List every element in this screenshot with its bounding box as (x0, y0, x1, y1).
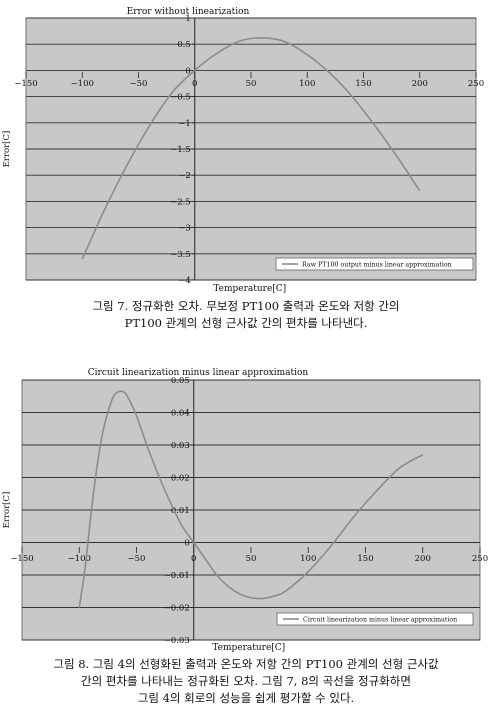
y-tick-label: 0 (184, 539, 189, 549)
y-tick-label: 0 (185, 66, 190, 76)
x-tick-label: 0 (191, 554, 196, 564)
chart-circuit-linearization-error: −150 −100 −50 0 50 100 150 200 250 0.05 0.04 0.03 0.… (2, 368, 488, 653)
x-tick-label: −50 (130, 79, 148, 89)
y-axis-label: Error[C] (2, 492, 12, 529)
y-tick-label: −3 (178, 224, 191, 234)
legend-label: Raw PT100 output minus linear approximat… (302, 262, 452, 269)
x-tick-label: 50 (246, 79, 257, 89)
x-tick-label: −150 (10, 554, 33, 564)
x-tick-label: 0 (192, 79, 197, 89)
y-tick-label: 0.04 (171, 409, 190, 419)
figure-8-caption: 그림 8. 그림 4의 선형화된 출력과 온도와 저항 간의 PT100 관계의… (0, 656, 492, 707)
x-tick-label: 150 (355, 79, 371, 89)
y-axis-label: Error[C] (2, 131, 12, 168)
x-tick-label: −100 (68, 554, 91, 564)
x-tick-label: 200 (412, 79, 428, 89)
x-tick-label: 250 (468, 79, 484, 89)
chart-title: Error without linearization (127, 7, 250, 17)
x-axis-label: Temperature[C] (212, 643, 285, 653)
y-tick-label: −0.03 (164, 636, 190, 646)
x-tick-label: 250 (472, 554, 488, 564)
legend-box (275, 257, 474, 271)
caption-line: 그림 8. 그림 4의 선형화된 출력과 온도와 저항 간의 PT100 관계의… (53, 657, 439, 671)
y-tick-label: −2.5 (170, 197, 191, 207)
y-tick-label: 0.02 (171, 474, 190, 484)
y-tick-label: 0.5 (177, 40, 191, 50)
y-tick-label: −1.5 (170, 145, 191, 155)
x-tick-label: 200 (415, 554, 431, 564)
caption-line: 간의 편차를 나타내는 정규화된 오차. 그림 7, 8의 곡선을 정규화하면 (81, 674, 411, 688)
y-tick-label: −0.02 (164, 604, 190, 614)
y-tick-label: 1 (185, 14, 190, 24)
figure-7-caption: 그림 7. 정규화한 오차. 무보정 PT100 출력과 온도와 저항 간의 P… (0, 298, 492, 332)
legend-box (276, 612, 474, 626)
series-line (81, 37, 421, 260)
legend-label: Circuit linearization minus linear appro… (303, 617, 457, 624)
figure-7: −150 −100 −50 0 50 100 150 200 250 1 0.5 0 −0.5 −1 −1.… (0, 0, 492, 340)
x-axis-label: Temperature[C] (213, 284, 286, 294)
x-tick-label: −100 (71, 79, 94, 89)
y-tick-label: 0.03 (171, 441, 190, 451)
caption-line: 그림 4의 회로의 성능을 쉽게 평가할 수 있다. (137, 691, 355, 705)
y-tick-label: −2 (178, 171, 191, 181)
x-tick-label: 100 (299, 79, 315, 89)
figure-8: −150 −100 −50 0 50 100 150 200 250 0.05 0.04 0.03 0.… (0, 360, 492, 717)
x-tick-label: 50 (246, 554, 257, 564)
x-tick-label: −150 (14, 79, 37, 89)
y-tick-label: −0.01 (164, 571, 190, 581)
y-tick-label: 0.01 (171, 506, 190, 516)
y-tick-label: 0.05 (171, 376, 190, 386)
y-tick-label: −0.5 (170, 93, 191, 103)
chart-error-without-linearization: −150 −100 −50 0 50 100 150 200 25010.50−0.5−1−1.… (2, 7, 484, 294)
x-tick-label: 100 (300, 554, 316, 564)
x-tick-label: −50 (128, 554, 146, 564)
series-line (78, 390, 424, 608)
caption-line: 그림 7. 정규화한 오차. 무보정 PT100 출력과 온도와 저항 간의 (92, 299, 400, 313)
caption-line: PT100 관계의 선형 근사값 간의 편차를 나타낸다. (124, 316, 368, 330)
y-tick-label: −3.5 (170, 250, 191, 260)
y-tick-label: −1 (178, 119, 191, 129)
y-tick-label: −4 (178, 276, 191, 286)
chart-title: Circuit linearization minus linear appro… (88, 368, 309, 378)
x-tick-label: 150 (357, 554, 373, 564)
